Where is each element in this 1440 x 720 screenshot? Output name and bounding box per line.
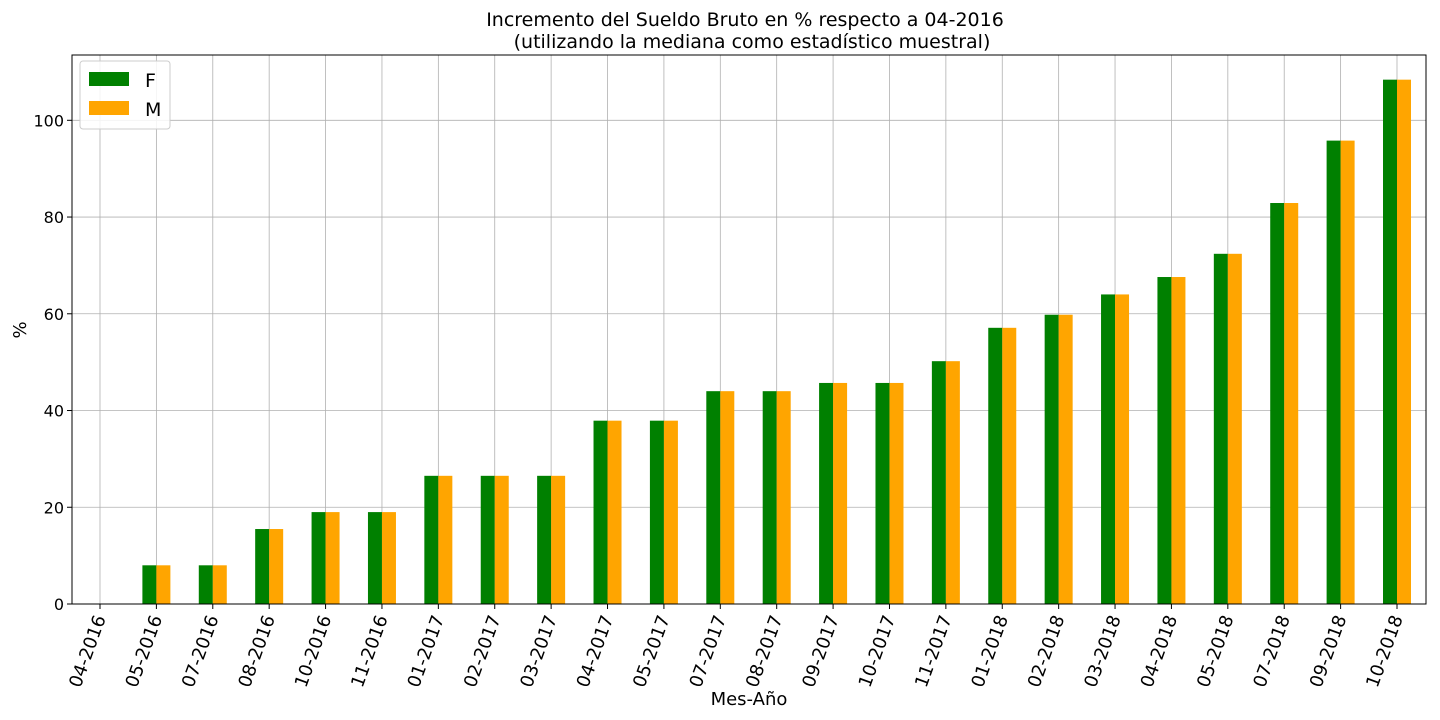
x-tick-label: 01-2017: [404, 613, 449, 691]
x-tick-label: 09-2018: [1306, 613, 1351, 691]
bar-f: [706, 391, 721, 604]
y-tick-label: 40: [44, 402, 64, 421]
bar-m: [551, 475, 566, 604]
x-tick-label: 10-2016: [291, 613, 336, 691]
bar-f: [1383, 79, 1397, 605]
y-tick-label: 100: [33, 111, 64, 130]
x-tick-label: 08-2017: [742, 613, 787, 691]
bar-m: [494, 475, 509, 604]
bar-f: [1101, 294, 1116, 604]
bar-f: [537, 475, 552, 604]
bar-m: [269, 529, 284, 604]
bar-f: [142, 565, 157, 604]
bar-f: [1270, 203, 1285, 604]
bar-m: [1397, 79, 1411, 605]
x-tick-label: 05-2016: [122, 613, 167, 691]
x-tick-label: 07-2016: [178, 613, 223, 691]
bar-f: [593, 420, 608, 604]
chart-title-line2: (utilizando la mediana como estadístico …: [514, 31, 991, 53]
x-tick-label: 04-2016: [65, 613, 110, 691]
bar-m: [1002, 327, 1017, 604]
bar-f: [367, 512, 382, 604]
y-axis-label: %: [10, 321, 31, 338]
axes: [71, 54, 1427, 605]
bar-m: [1340, 140, 1355, 604]
bar-m: [607, 420, 622, 604]
bar-f: [988, 327, 1003, 604]
bar-f: [255, 529, 270, 604]
bar-m: [1284, 203, 1299, 604]
x-tick-label: 10-2017: [855, 613, 900, 691]
bar-f: [1213, 253, 1228, 604]
x-tick-label: 02-2018: [1024, 613, 1069, 691]
bar-f: [1157, 277, 1172, 604]
bar-m: [720, 391, 735, 604]
x-tick-label: 02-2017: [460, 613, 505, 691]
x-tick-label: 07-2017: [686, 613, 731, 691]
legend-label-f: F: [145, 70, 156, 92]
bar-f: [1044, 314, 1059, 604]
bar-f: [424, 475, 439, 604]
bar-f: [1326, 140, 1341, 604]
y-tick-label: 80: [44, 208, 64, 227]
legend: F M: [79, 60, 171, 130]
x-tick-label: 04-2017: [573, 613, 618, 691]
bar-m: [776, 391, 791, 604]
legend-label-m: M: [145, 99, 161, 121]
bar-f: [762, 391, 777, 604]
bar-m: [156, 565, 171, 604]
bar-m: [1115, 294, 1130, 604]
x-tick-label: 01-2018: [967, 613, 1012, 691]
legend-swatch-m: [89, 101, 129, 115]
bars: [142, 79, 1411, 605]
bar-m: [325, 512, 340, 604]
bar-m: [438, 475, 453, 604]
x-tick-label: 08-2016: [234, 613, 279, 691]
x-tick-label: 05-2017: [629, 613, 674, 691]
y-tick-label: 60: [44, 305, 64, 324]
x-tick-label: 03-2017: [516, 613, 561, 691]
bar-f: [875, 382, 890, 604]
x-tick-label: 10-2018: [1362, 613, 1407, 691]
bar-m: [1058, 314, 1073, 604]
bar-f: [198, 565, 213, 604]
x-tick-label: 07-2018: [1249, 613, 1294, 691]
bar-f: [480, 475, 495, 604]
x-tick-label: 09-2017: [798, 613, 843, 691]
bar-m: [1171, 277, 1186, 604]
y-tick-label: 0: [54, 595, 64, 614]
bar-f: [931, 361, 946, 604]
chart-title-line1: Incremento del Sueldo Bruto en % respect…: [486, 9, 1004, 31]
bar-m: [1227, 253, 1242, 604]
y-tick-label: 20: [44, 498, 64, 517]
x-tick-label: 11-2016: [347, 613, 392, 691]
legend-swatch-f: [89, 72, 129, 86]
x-ticks: 04-2016 05-2016 07-2016 08-2016 10-2016 11-20…: [65, 604, 1408, 691]
plot-frame: [71, 54, 1427, 605]
x-tick-label: 03-2018: [1080, 613, 1125, 691]
bar-m: [833, 382, 848, 604]
bar-f: [819, 382, 834, 604]
bar-f: [649, 420, 664, 604]
bar-f: [311, 512, 326, 604]
x-axis-label: Mes-Año: [711, 689, 788, 710]
y-ticks: 0 20 40 60 80 100: [33, 111, 72, 614]
bar-m: [212, 565, 227, 604]
bar-m: [945, 361, 960, 604]
bar-m: [663, 420, 678, 604]
x-tick-label: 04-2018: [1137, 613, 1182, 691]
x-tick-label: 11-2017: [911, 613, 956, 691]
bar-m: [381, 512, 396, 604]
bar-m: [889, 382, 904, 604]
x-tick-label: 05-2018: [1193, 613, 1238, 691]
